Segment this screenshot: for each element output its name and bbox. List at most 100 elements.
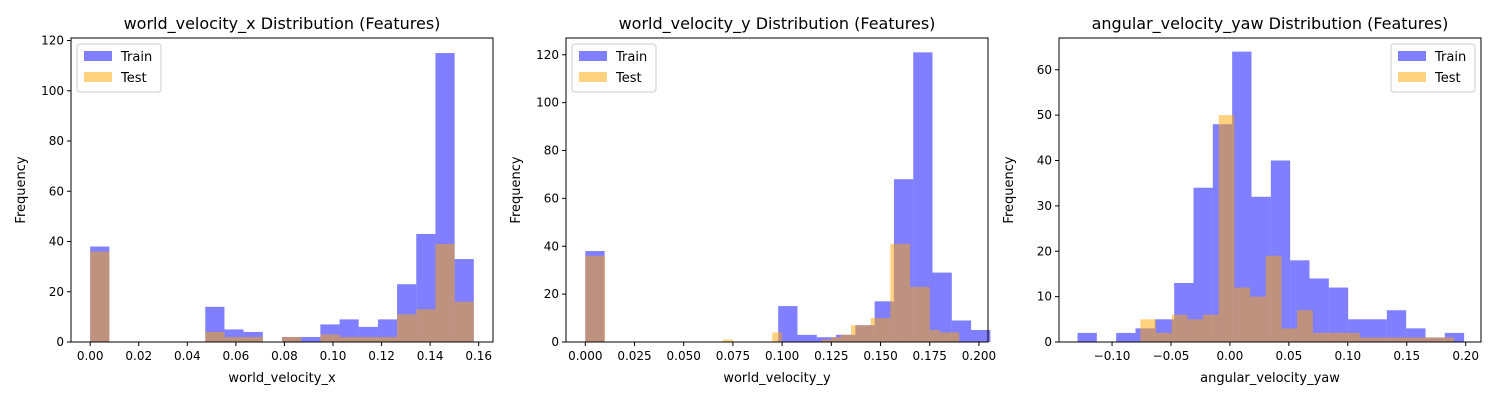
x-tick-label: −0.05 — [1153, 349, 1190, 363]
legend-label-test: Test — [1434, 71, 1461, 86]
histogram-bar — [1232, 51, 1252, 343]
y-tick-label: 100 — [41, 84, 64, 98]
x-tick-label: 0.00 — [1217, 349, 1244, 363]
x-tick-label: 0.050 — [667, 349, 701, 363]
histogram-bar — [851, 325, 861, 342]
x-tick-label: 0.100 — [765, 349, 799, 363]
histogram-bar — [1391, 337, 1407, 342]
histogram-bar — [1359, 337, 1376, 342]
histogram-bar — [870, 318, 881, 342]
histogram-bar — [1265, 255, 1282, 342]
y-tick-label: 60 — [544, 191, 559, 205]
y-tick-label: 100 — [536, 96, 559, 110]
chart-title: world_velocity_y Distribution (Features) — [619, 14, 936, 34]
histogram-bar — [932, 272, 952, 342]
histogram-bar — [320, 334, 340, 342]
histogram-bar — [282, 336, 302, 342]
histogram-bar — [1187, 319, 1204, 342]
axes-frame — [70, 37, 494, 343]
histogram-bar — [1344, 332, 1360, 342]
legend-label-train: Train — [1434, 50, 1466, 65]
histogram-bar — [860, 325, 871, 342]
y-tick-label: 80 — [49, 134, 64, 148]
chart-panel-3: −0.10 −0.05 0.00 0.05 0.10 0.15 0.20 0 10 20 30 40 5… — [1002, 14, 1482, 386]
legend-label-test: Test — [120, 71, 147, 86]
histogram-bar — [1438, 337, 1454, 342]
histogram-bar — [243, 336, 263, 342]
legend-swatch-train — [1398, 51, 1426, 61]
y-tick-label: 60 — [49, 184, 64, 198]
histogram-bar — [1281, 328, 1298, 342]
x-tick-label: 0.075 — [716, 349, 750, 363]
histogram-bar — [772, 332, 783, 342]
histogram-bar — [1444, 332, 1465, 342]
series-test — [90, 244, 474, 342]
histogram-bar — [1250, 296, 1266, 342]
legend: Train Test — [76, 43, 162, 93]
legend-label-test: Test — [615, 71, 642, 86]
histogram-bar — [397, 314, 417, 342]
x-axis-label: world_velocity_y — [723, 371, 831, 386]
histogram-bar — [797, 334, 817, 342]
histogram-bar — [939, 332, 950, 342]
y-tick-label: 60 — [1037, 63, 1052, 77]
histogram-bar — [301, 336, 321, 342]
chart-title: world_velocity_x Distribution (Features) — [124, 14, 441, 34]
y-tick-label: 80 — [544, 144, 559, 158]
x-tick-label: 0.175 — [913, 349, 947, 363]
histogram-bar — [1140, 319, 1157, 342]
x-tick-label: 0.000 — [568, 349, 602, 363]
histogram-bar — [929, 330, 940, 342]
legend: Train Test — [1390, 43, 1476, 93]
legend-swatch-train — [579, 51, 607, 61]
y-tick-label: 50 — [1037, 108, 1052, 122]
histogram-bar — [1422, 337, 1439, 342]
x-tick-label: 0.02 — [125, 349, 152, 363]
histogram-bar — [358, 336, 378, 342]
histogram-bar — [880, 318, 891, 342]
histogram-bar — [595, 255, 605, 342]
histogram-bar — [1309, 278, 1329, 342]
x-tick-label: 0.05 — [1276, 349, 1303, 363]
histogram-bar — [1234, 287, 1251, 342]
legend-label-train: Train — [120, 50, 152, 65]
histogram-bar — [377, 319, 398, 342]
series-test — [1140, 115, 1454, 342]
y-tick-label: 20 — [1037, 244, 1052, 258]
histogram-bar — [831, 337, 842, 342]
histogram-bar — [919, 286, 930, 342]
y-tick-label: 120 — [41, 34, 64, 48]
y-tick-label: 120 — [536, 48, 559, 62]
histogram-bar — [841, 334, 852, 342]
y-axis-label: Frequency — [509, 156, 524, 223]
y-tick-label: 30 — [1037, 199, 1052, 213]
histogram-bar — [1116, 332, 1136, 342]
histogram-bar — [205, 331, 225, 342]
x-tick-label: 0.08 — [271, 349, 298, 363]
histogram-bar — [243, 331, 263, 342]
histogram-bar — [821, 339, 832, 342]
histogram-bar — [910, 286, 920, 342]
legend-swatch-test — [1398, 72, 1426, 82]
histogram-bar — [1297, 310, 1313, 342]
histogram-bar — [949, 332, 960, 342]
histogram-bar — [1312, 332, 1329, 342]
histogram-bar — [377, 336, 398, 342]
series-test — [585, 243, 960, 342]
histogram-bar — [454, 301, 474, 342]
x-tick-label: 0.00 — [77, 349, 104, 363]
x-tick-label: 0.150 — [863, 349, 897, 363]
histogram-bar — [416, 309, 436, 342]
y-tick-label: 10 — [1037, 290, 1052, 304]
histogram-bar — [339, 336, 359, 342]
histogram-bar — [1375, 337, 1392, 342]
y-tick-label: 20 — [49, 285, 64, 299]
x-tick-label: 0.200 — [962, 349, 996, 363]
histogram-bar — [90, 251, 110, 342]
x-tick-label: −0.10 — [1094, 349, 1131, 363]
x-tick-label: 0.20 — [1452, 349, 1479, 363]
histogram-bar — [1328, 332, 1345, 342]
x-axis-label: angular_velocity_yaw — [1200, 371, 1340, 386]
legend-swatch-test — [579, 72, 607, 82]
